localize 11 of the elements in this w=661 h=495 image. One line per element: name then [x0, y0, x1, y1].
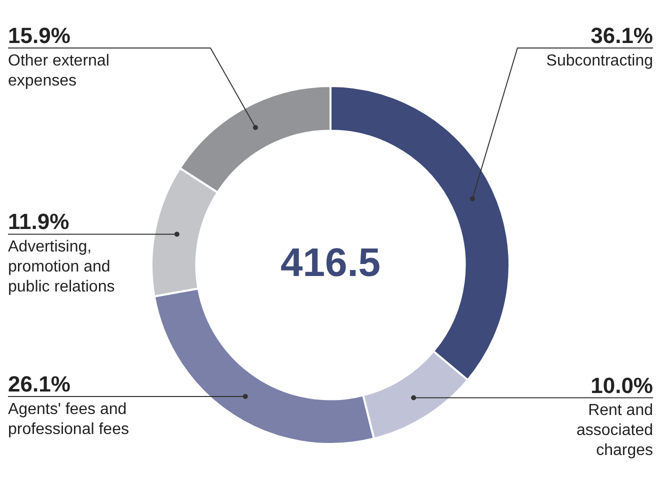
slice-label: Agents' fees and professional fees [8, 400, 129, 438]
data-label: 10.0% [590, 372, 653, 398]
data-label: 36.1% [590, 23, 653, 48]
slice-label: Advertising, promotion and public relations [8, 238, 115, 296]
data-label: 15.9% [8, 23, 70, 48]
slice-label: Rent and associated charges [576, 402, 653, 460]
slice-label: Subcontracting [546, 52, 653, 70]
data-label: 11.9% [8, 209, 70, 234]
slice-label: Other external expenses [8, 52, 110, 90]
data-label: 26.1% [8, 371, 70, 396]
text: 416.5 [280, 241, 381, 286]
